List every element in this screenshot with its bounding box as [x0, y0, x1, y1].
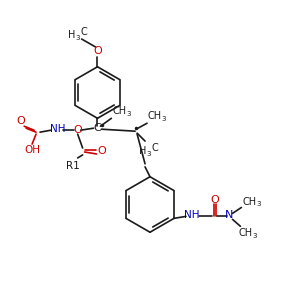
Text: O: O — [97, 146, 106, 156]
Text: CH: CH — [112, 106, 126, 116]
Text: CH: CH — [238, 228, 252, 238]
Text: O: O — [73, 125, 82, 135]
Text: C: C — [152, 143, 158, 153]
Text: OH: OH — [24, 145, 40, 155]
Text: H: H — [68, 30, 75, 40]
Text: NH: NH — [184, 210, 200, 220]
Text: 3: 3 — [126, 111, 130, 117]
Text: C: C — [80, 27, 87, 37]
Text: O: O — [210, 194, 219, 205]
Text: H: H — [140, 146, 147, 156]
Text: C: C — [94, 123, 101, 133]
Text: CH: CH — [242, 196, 256, 206]
Text: 3: 3 — [162, 116, 166, 122]
Text: N: N — [225, 210, 234, 220]
Text: 3: 3 — [147, 151, 151, 157]
Text: O: O — [17, 116, 26, 126]
Text: 3: 3 — [256, 202, 260, 208]
Text: CH: CH — [148, 111, 162, 121]
Text: NH: NH — [50, 124, 66, 134]
Text: 3: 3 — [75, 35, 80, 41]
Text: 3: 3 — [252, 233, 256, 239]
Text: O: O — [93, 46, 102, 56]
Text: R1: R1 — [66, 161, 80, 171]
